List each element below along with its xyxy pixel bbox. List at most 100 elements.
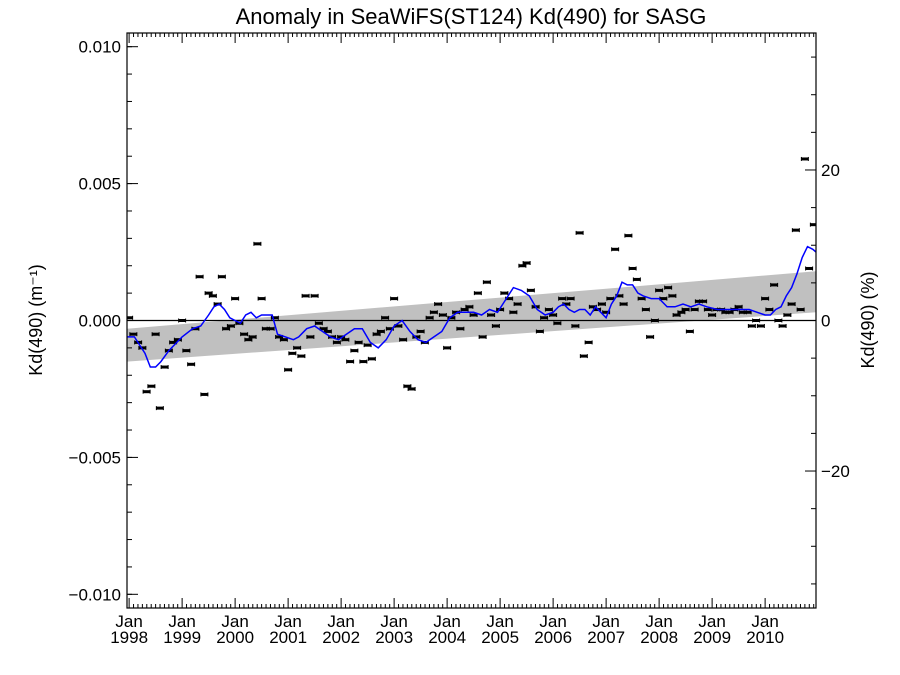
data-point xyxy=(226,323,235,328)
data-point xyxy=(363,343,372,348)
data-point xyxy=(619,302,628,307)
data-point xyxy=(579,354,588,359)
data-point xyxy=(390,296,399,301)
y-tick-label-right: −20 xyxy=(821,462,850,481)
x-tick-label-year: 2009 xyxy=(693,628,731,647)
data-point xyxy=(178,318,187,323)
x-tick-label-month: Jan xyxy=(274,612,301,631)
data-point xyxy=(367,356,376,361)
data-point xyxy=(341,337,350,342)
data-point xyxy=(747,323,756,328)
data-point xyxy=(142,389,151,394)
data-point xyxy=(240,332,249,337)
x-tick-label-month: Jan xyxy=(751,612,778,631)
data-point xyxy=(783,313,792,318)
data-point xyxy=(628,266,637,271)
data-point xyxy=(412,334,421,339)
x-tick-label-year: 1998 xyxy=(110,628,148,647)
data-point xyxy=(597,302,606,307)
data-point xyxy=(482,280,491,285)
data-point xyxy=(231,296,240,301)
data-point xyxy=(359,359,368,364)
y-tick-label-left: −0.005 xyxy=(69,448,121,467)
x-tick-label-month: Jan xyxy=(592,612,619,631)
data-point xyxy=(632,277,641,282)
y-axis-label-right: Kd(490) (%) xyxy=(858,271,878,368)
data-point xyxy=(381,315,390,320)
data-point xyxy=(208,293,217,298)
data-point xyxy=(425,315,434,320)
data-point xyxy=(752,318,761,323)
data-point xyxy=(708,313,717,318)
data-point xyxy=(266,326,275,331)
data-point xyxy=(434,302,443,307)
data-point xyxy=(160,365,169,370)
data-point xyxy=(301,293,310,298)
x-tick-label-month: Jan xyxy=(433,612,460,631)
data-point xyxy=(354,340,363,345)
data-point xyxy=(350,348,359,353)
y-tick-label-right: 0 xyxy=(821,312,830,331)
data-point xyxy=(200,392,209,397)
data-point xyxy=(310,293,319,298)
data-point xyxy=(690,307,699,312)
data-point xyxy=(787,302,796,307)
data-point xyxy=(284,367,293,372)
data-point xyxy=(443,345,452,350)
data-point xyxy=(399,337,408,342)
data-point xyxy=(699,299,708,304)
x-tick-label-year: 2008 xyxy=(640,628,678,647)
data-point xyxy=(544,307,553,312)
data-point xyxy=(416,329,425,334)
data-point xyxy=(734,304,743,309)
data-point xyxy=(526,288,535,293)
x-tick-label-year: 2007 xyxy=(587,628,625,647)
data-point xyxy=(438,313,447,318)
data-point xyxy=(800,156,809,161)
x-tick-label-month: Jan xyxy=(645,612,672,631)
data-point xyxy=(553,321,562,326)
data-point xyxy=(761,296,770,301)
left-axis: −0.010 −0.005 0.000 0.005 0.010 xyxy=(69,38,138,604)
data-point xyxy=(809,222,816,227)
data-point xyxy=(655,288,664,293)
data-point xyxy=(624,233,633,238)
x-tick-label-month: Jan xyxy=(168,612,195,631)
data-point xyxy=(248,334,257,339)
data-point xyxy=(279,337,288,342)
data-point xyxy=(796,307,805,312)
smooth-line xyxy=(127,245,816,368)
data-point xyxy=(465,304,474,309)
data-point xyxy=(155,406,164,411)
data-point xyxy=(195,274,204,279)
data-point xyxy=(138,345,147,350)
x-tick-label-month: Jan xyxy=(539,612,566,631)
data-point xyxy=(314,321,323,326)
data-point xyxy=(566,296,575,301)
data-point xyxy=(571,323,580,328)
y-axis-label-left: Kd(490) (m⁻¹) xyxy=(26,264,46,376)
data-point xyxy=(778,323,787,328)
x-tick-label-year: 1999 xyxy=(163,628,201,647)
data-point xyxy=(606,296,615,301)
data-point xyxy=(522,261,531,265)
x-tick-label-year: 2001 xyxy=(269,628,307,647)
data-point xyxy=(756,323,765,328)
y-tick-label-right: 20 xyxy=(821,161,840,180)
data-point xyxy=(257,296,266,301)
x-tick-label-year: 2004 xyxy=(428,628,466,647)
data-point xyxy=(332,340,341,345)
x-tick-label-month: Jan xyxy=(698,612,725,631)
x-tick-label-year: 2000 xyxy=(216,628,254,647)
x-tick-label-year: 2003 xyxy=(375,628,413,647)
data-point xyxy=(217,274,226,279)
data-point xyxy=(535,329,544,334)
data-point xyxy=(637,296,646,301)
data-point xyxy=(253,241,262,246)
data-point xyxy=(182,348,191,353)
data-point xyxy=(509,310,518,315)
data-point xyxy=(487,313,496,318)
data-point xyxy=(575,230,584,235)
y-tick-label-left: 0.010 xyxy=(78,38,121,57)
